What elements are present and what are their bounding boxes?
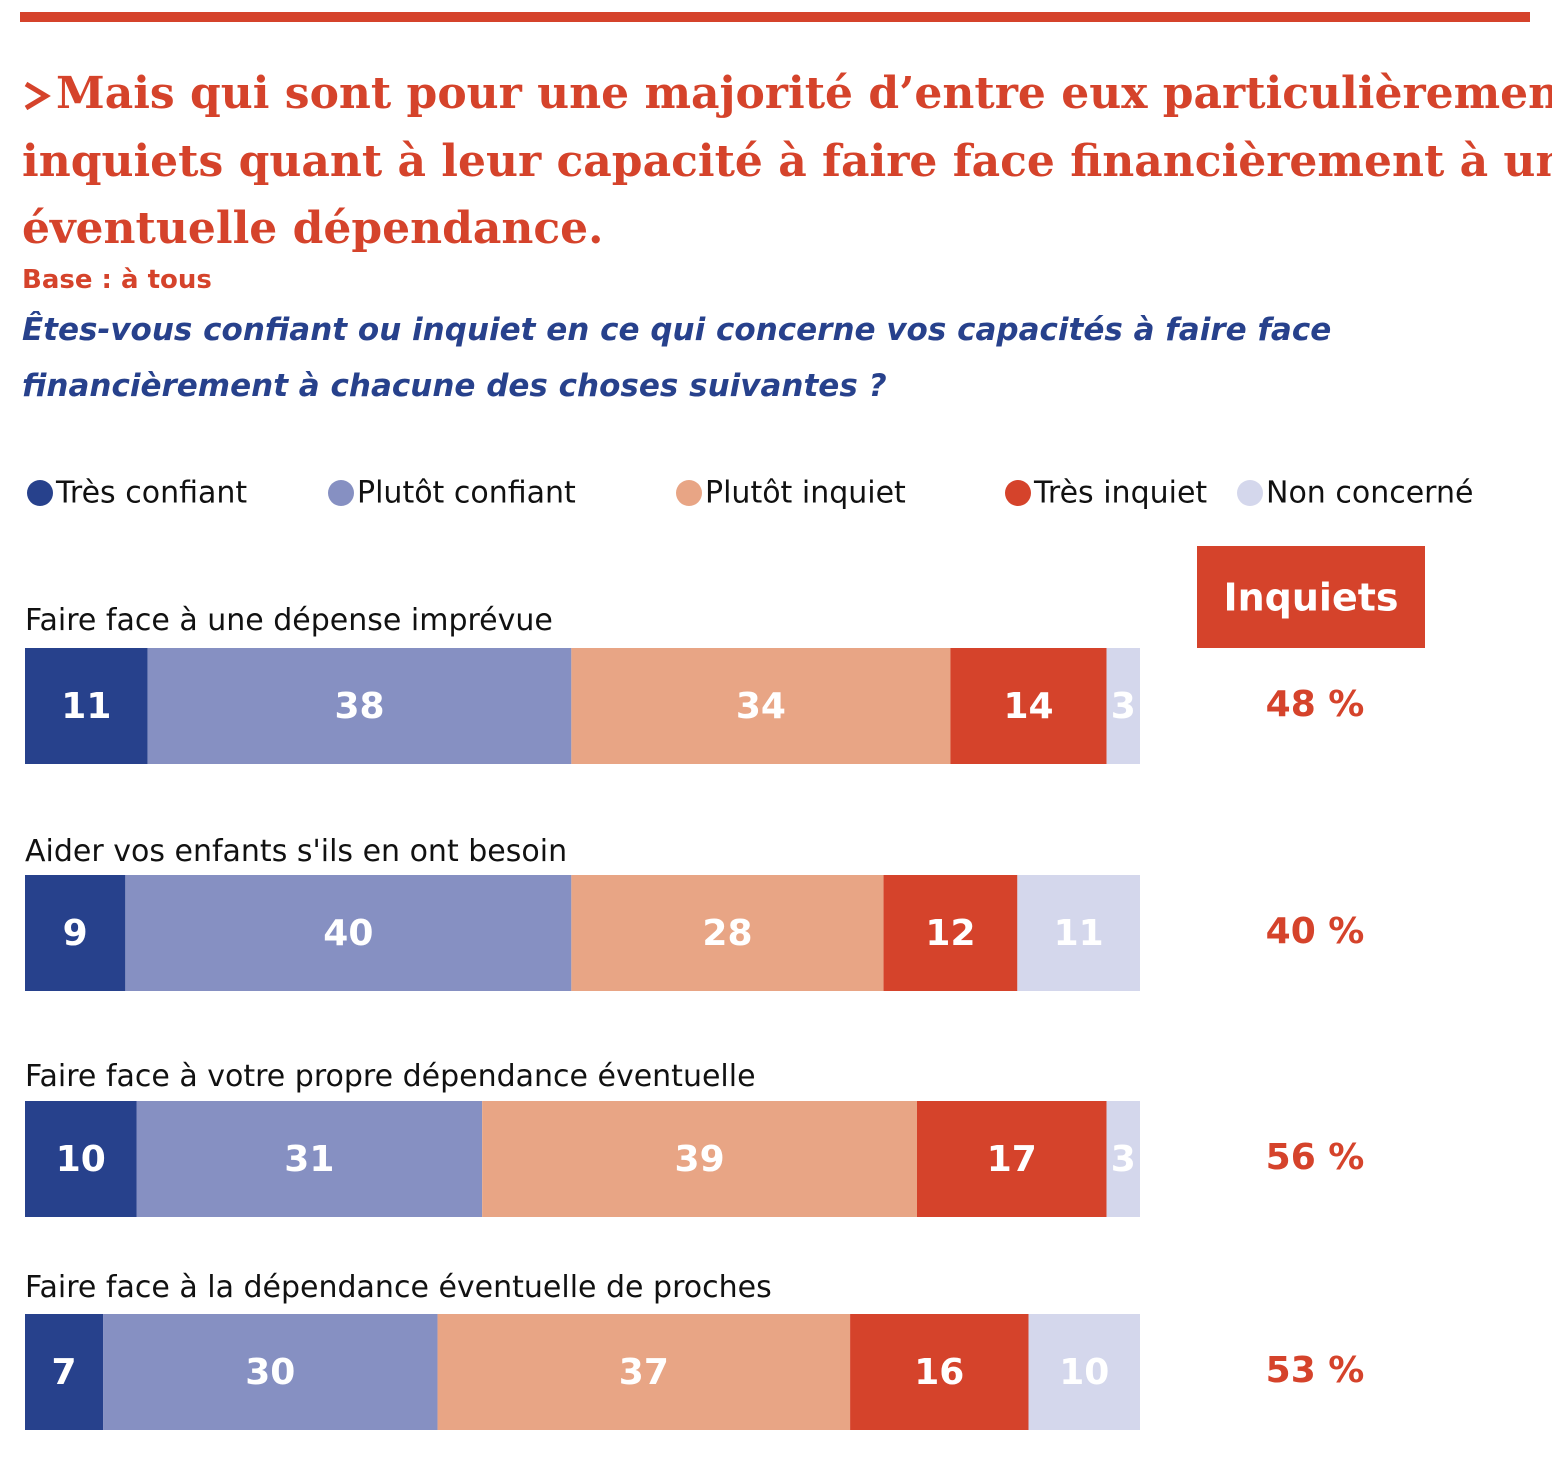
bar-segment [850, 1314, 1029, 1430]
bar-value-label: 11 [61, 686, 111, 727]
bar-value-label: 31 [284, 1139, 334, 1180]
bar-segment [917, 1101, 1107, 1217]
bar-segment [1106, 648, 1140, 764]
bar-value-label: 3 [1111, 686, 1136, 727]
bar-value-label: 10 [56, 1139, 106, 1180]
category-label: Faire face à votre propre dépendance éve… [25, 1059, 756, 1094]
title-line: Mais qui sont pour une majorité d’entre … [56, 68, 1552, 119]
bar-value-label: 30 [245, 1352, 295, 1393]
legend-swatch [1237, 480, 1263, 506]
bar-value-label: 12 [925, 913, 975, 954]
legend-swatch [676, 480, 702, 506]
question-line: financièrement à chacune des choses suiv… [22, 368, 887, 404]
category-label: Aider vos enfants s'ils en ont besoin [25, 834, 567, 869]
bar-segment [571, 648, 951, 764]
bar-value-label: 37 [619, 1352, 669, 1393]
legend-label: Non concerné [1266, 476, 1473, 511]
legend-label: Plutôt inquiet [705, 476, 906, 511]
legend-label: Très confiant [55, 476, 247, 511]
bar-segment [1106, 1101, 1140, 1217]
bar-segment [136, 1101, 483, 1217]
category-label: Faire face à la dépendance éventuelle de… [25, 1270, 772, 1305]
category-label: Faire face à une dépense imprévue [25, 603, 553, 638]
subtitle: Base : à tous [22, 265, 212, 295]
bar-segment [883, 875, 1018, 991]
bar-value-label: 9 [63, 913, 88, 954]
chevron [24, 81, 51, 111]
bar-value-label: 28 [702, 913, 752, 954]
bar-value-label: 40 [323, 913, 373, 954]
legend-label: Très inquiet [1033, 476, 1207, 511]
title-line: éventuelle dépendance. [22, 203, 603, 254]
bar-value-label: 39 [675, 1139, 725, 1180]
bar-segment [103, 1314, 438, 1430]
bar-segment [25, 875, 126, 991]
bar-value-label: 11 [1054, 913, 1104, 954]
bar-segment [571, 875, 884, 991]
legend-label: Plutôt confiant [357, 476, 576, 511]
bar-segment [437, 1314, 851, 1430]
bar-value-label: 38 [334, 686, 384, 727]
summary-header-box [1197, 546, 1425, 648]
bar-segment [1028, 1314, 1140, 1430]
bar-segment [950, 648, 1107, 764]
summary-value: 56 % [1266, 1137, 1365, 1178]
bar-value-label: 7 [51, 1352, 76, 1393]
bar-segment [1017, 875, 1140, 991]
summary-value: 40 % [1266, 911, 1365, 952]
legend-swatch [328, 480, 354, 506]
bar-value-label: 16 [914, 1352, 964, 1393]
bar-segment [25, 648, 148, 764]
legend-swatch [27, 480, 53, 506]
bar-segment [482, 1101, 917, 1217]
summary-value: 48 % [1266, 684, 1365, 725]
bar-segment [147, 648, 572, 764]
bar-value-label: 3 [1111, 1139, 1136, 1180]
bar-value-label: 14 [1003, 686, 1053, 727]
question-line: Êtes-vous confiant ou inquiet en ce qui … [22, 312, 1331, 348]
bar-value-label: 10 [1059, 1352, 1109, 1393]
summary-value: 53 % [1266, 1350, 1365, 1391]
bar-segment [25, 1101, 137, 1217]
summary-header: Inquiets [1223, 576, 1398, 620]
top-rule [20, 12, 1530, 22]
legend-swatch [1005, 480, 1031, 506]
bar-segment [125, 875, 572, 991]
bar-value-label: 34 [736, 686, 786, 727]
bar-value-label: 17 [987, 1139, 1037, 1180]
title-line: inquiets quant à leur capacité à faire f… [22, 136, 1552, 187]
bar-segment [25, 1314, 104, 1430]
